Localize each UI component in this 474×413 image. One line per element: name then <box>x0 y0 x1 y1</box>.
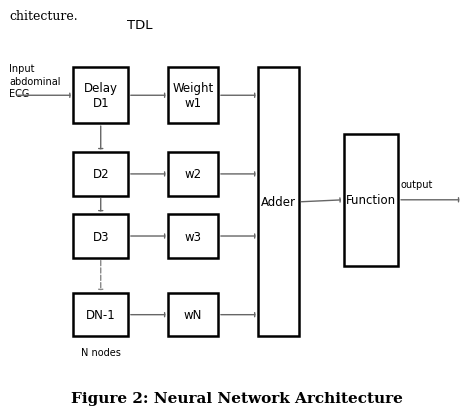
Text: D2: D2 <box>92 168 109 181</box>
Bar <box>73 293 128 337</box>
Bar <box>73 68 128 124</box>
Bar <box>168 293 218 337</box>
Text: TDL: TDL <box>127 19 153 31</box>
Text: chitecture.: chitecture. <box>9 10 78 23</box>
Text: w3: w3 <box>185 230 201 243</box>
Bar <box>73 215 128 258</box>
Bar <box>168 68 218 124</box>
Text: wN: wN <box>184 309 202 321</box>
Text: Figure 2: Neural Network Architecture: Figure 2: Neural Network Architecture <box>71 391 403 405</box>
Text: DN-1: DN-1 <box>86 309 116 321</box>
Text: Function: Function <box>346 194 396 207</box>
Bar <box>73 153 128 196</box>
Bar <box>168 215 218 258</box>
Text: Input
abdominal
ECG: Input abdominal ECG <box>9 64 61 99</box>
Text: output: output <box>401 180 433 190</box>
Text: Adder: Adder <box>261 196 296 209</box>
Text: Weight
w1: Weight w1 <box>173 82 214 110</box>
Bar <box>168 153 218 196</box>
Text: D3: D3 <box>92 230 109 243</box>
Text: N nodes: N nodes <box>81 347 121 357</box>
Text: w2: w2 <box>184 168 202 181</box>
Bar <box>344 134 398 266</box>
Bar <box>258 68 299 337</box>
Text: Delay
D1: Delay D1 <box>84 82 118 110</box>
